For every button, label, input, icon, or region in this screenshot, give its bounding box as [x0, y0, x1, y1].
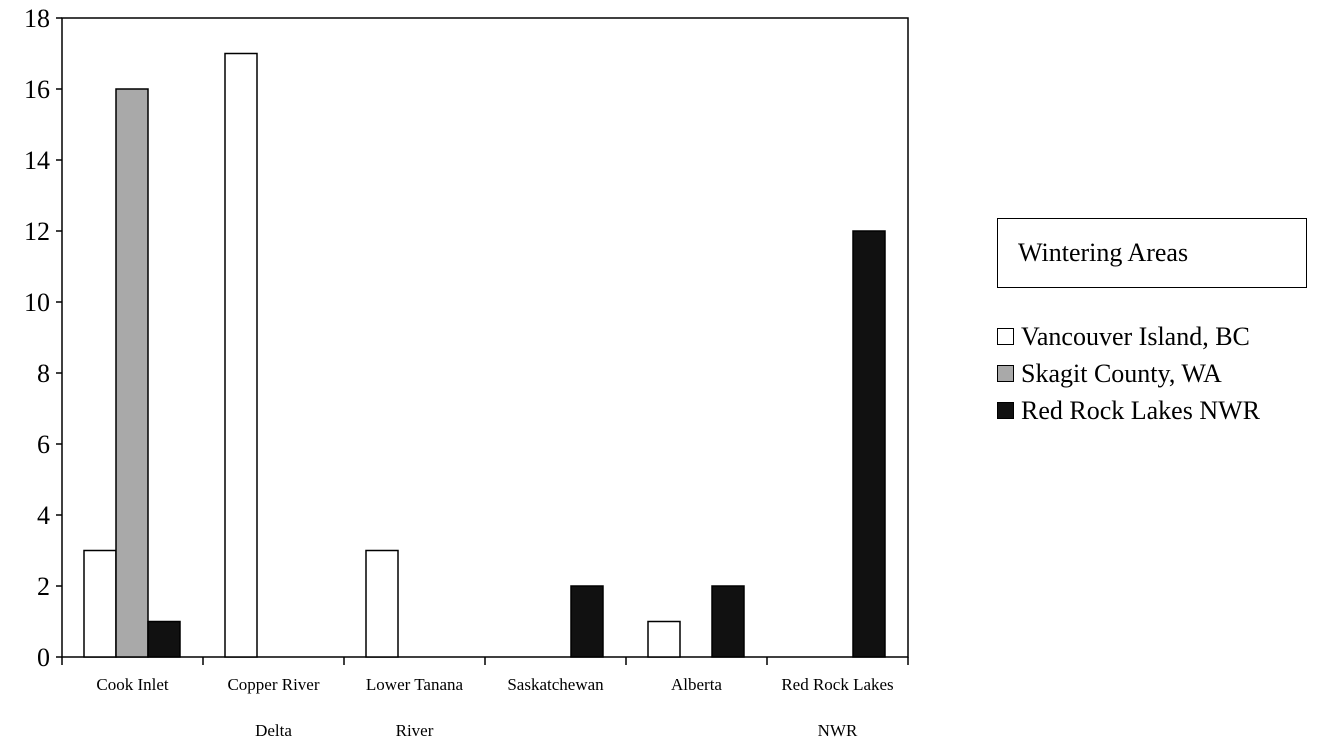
- x-tick-label: Delta: [255, 721, 292, 740]
- legend-title: Wintering Areas: [1018, 238, 1189, 267]
- legend-swatch: [997, 365, 1014, 382]
- legend-swatch: [997, 402, 1014, 419]
- bar: [147, 620, 181, 658]
- legend-item: Vancouver Island, BC: [997, 318, 1260, 355]
- bar: [852, 230, 886, 658]
- x-tick-label: Cook Inlet: [96, 675, 169, 694]
- y-tick-label: 18: [24, 4, 50, 33]
- x-tick-label: Copper River: [227, 675, 319, 694]
- bar: [647, 620, 681, 658]
- x-tick-label: Saskatchewan: [507, 675, 604, 694]
- y-tick-label: 12: [24, 217, 50, 246]
- bar: [711, 585, 745, 658]
- y-tick-label: 2: [37, 572, 50, 601]
- bar: [224, 52, 258, 658]
- y-tick-label: 4: [37, 501, 50, 530]
- legend-label: Skagit County, WA: [1021, 358, 1222, 388]
- bar: [83, 549, 117, 658]
- y-tick-label: 6: [37, 430, 50, 459]
- bar: [115, 88, 149, 658]
- y-tick-label: 0: [37, 643, 50, 672]
- legend-item: Red Rock Lakes NWR: [997, 392, 1260, 429]
- legend-item: Skagit County, WA: [997, 355, 1260, 392]
- y-tick-label: 14: [24, 146, 50, 175]
- legend-label: Red Rock Lakes NWR: [1021, 395, 1261, 425]
- bar: [570, 585, 604, 658]
- x-tick-label: Red Rock Lakes: [781, 675, 893, 694]
- y-tick-label: 10: [24, 288, 50, 317]
- x-tick-label: NWR: [818, 721, 858, 740]
- legend: Vancouver Island, BC Skagit County, WA R…: [997, 318, 1260, 429]
- legend-label: Vancouver Island, BC: [1021, 321, 1250, 351]
- y-tick-label: 16: [24, 75, 50, 104]
- legend-title-box: Wintering Areas: [997, 218, 1307, 288]
- legend-swatch: [997, 328, 1014, 345]
- x-tick-label: River: [396, 721, 434, 740]
- y-tick-label: 8: [37, 359, 50, 388]
- bar: [365, 549, 399, 658]
- x-tick-label: Alberta: [671, 675, 722, 694]
- x-tick-label: Lower Tanana: [366, 675, 464, 694]
- plot-frame: [61, 17, 909, 658]
